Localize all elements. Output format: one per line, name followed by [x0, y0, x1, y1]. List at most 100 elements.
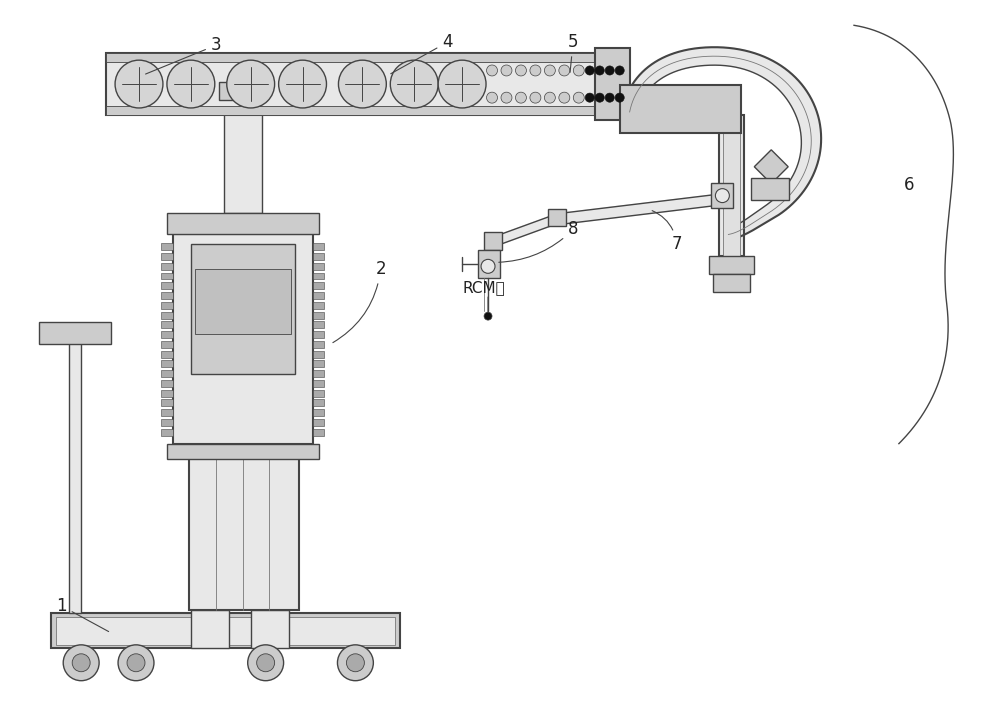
Bar [313, 272, 324, 279]
Text: 3: 3 [146, 36, 221, 74]
Circle shape [118, 645, 154, 681]
Bar [51, 613, 400, 648]
Bar [173, 234, 313, 444]
Bar [191, 610, 229, 648]
Text: 6: 6 [904, 175, 914, 194]
Circle shape [115, 60, 163, 108]
Circle shape [559, 65, 570, 76]
Polygon shape [754, 150, 788, 184]
Circle shape [605, 66, 614, 75]
Circle shape [279, 60, 326, 108]
Circle shape [715, 189, 729, 203]
Bar [161, 253, 173, 260]
Circle shape [615, 93, 624, 102]
Circle shape [573, 65, 584, 76]
Text: 5: 5 [568, 33, 578, 73]
Text: 7: 7 [652, 210, 682, 253]
Bar [106, 106, 605, 115]
Bar [313, 380, 324, 387]
Bar [313, 253, 324, 260]
Bar [69, 334, 81, 613]
Bar [313, 282, 324, 289]
Bar [189, 444, 299, 455]
Text: RCM点: RCM点 [462, 280, 505, 295]
Bar [313, 351, 324, 358]
Bar [313, 389, 324, 396]
Bar [161, 351, 173, 358]
Polygon shape [622, 47, 821, 239]
Circle shape [248, 645, 284, 681]
Bar [313, 312, 324, 318]
Bar [161, 409, 173, 416]
Bar [313, 341, 324, 348]
Bar [313, 419, 324, 426]
Bar [161, 243, 173, 250]
Bar [313, 331, 324, 338]
Circle shape [72, 654, 90, 672]
Circle shape [544, 65, 555, 76]
Circle shape [257, 654, 275, 672]
Bar [56, 617, 395, 645]
Bar [723, 115, 740, 256]
Text: 8: 8 [499, 220, 578, 263]
Circle shape [595, 66, 604, 75]
Bar [106, 54, 605, 62]
Bar [106, 54, 605, 115]
Bar [251, 610, 289, 648]
Bar [313, 409, 324, 416]
Bar [167, 213, 319, 234]
Bar [161, 282, 173, 289]
Circle shape [438, 60, 486, 108]
Bar [161, 331, 173, 338]
Circle shape [487, 92, 498, 103]
Circle shape [530, 65, 541, 76]
Circle shape [559, 92, 570, 103]
Circle shape [227, 60, 275, 108]
Bar [709, 256, 754, 275]
Bar [313, 360, 324, 367]
Bar [313, 292, 324, 299]
Circle shape [484, 312, 492, 320]
Circle shape [573, 92, 584, 103]
Bar [711, 182, 733, 208]
Circle shape [515, 65, 526, 76]
Bar [719, 115, 744, 256]
Bar [751, 177, 789, 200]
Bar [39, 322, 111, 344]
Bar [161, 263, 173, 270]
Circle shape [605, 93, 614, 102]
Bar [713, 275, 750, 292]
Bar [161, 419, 173, 426]
Bar [313, 243, 324, 250]
Bar [313, 370, 324, 377]
Bar [620, 85, 741, 133]
Bar [189, 455, 299, 610]
Bar [161, 272, 173, 279]
Bar [313, 321, 324, 328]
Circle shape [544, 92, 555, 103]
Bar [161, 360, 173, 367]
Bar [313, 399, 324, 406]
Circle shape [337, 645, 373, 681]
Bar [161, 370, 173, 377]
Circle shape [481, 259, 495, 273]
Circle shape [595, 93, 604, 102]
Circle shape [390, 60, 438, 108]
Circle shape [346, 654, 364, 672]
Polygon shape [490, 215, 556, 247]
Bar [191, 244, 295, 374]
Bar [161, 399, 173, 406]
Circle shape [585, 93, 594, 102]
Text: 1: 1 [56, 597, 109, 631]
Bar [161, 389, 173, 396]
Bar [313, 429, 324, 436]
Bar [161, 429, 173, 436]
Bar [478, 251, 500, 278]
Bar [224, 93, 262, 213]
Circle shape [167, 60, 215, 108]
Bar [548, 208, 566, 227]
Bar [161, 302, 173, 309]
Bar [161, 312, 173, 318]
Circle shape [530, 92, 541, 103]
Circle shape [487, 65, 498, 76]
